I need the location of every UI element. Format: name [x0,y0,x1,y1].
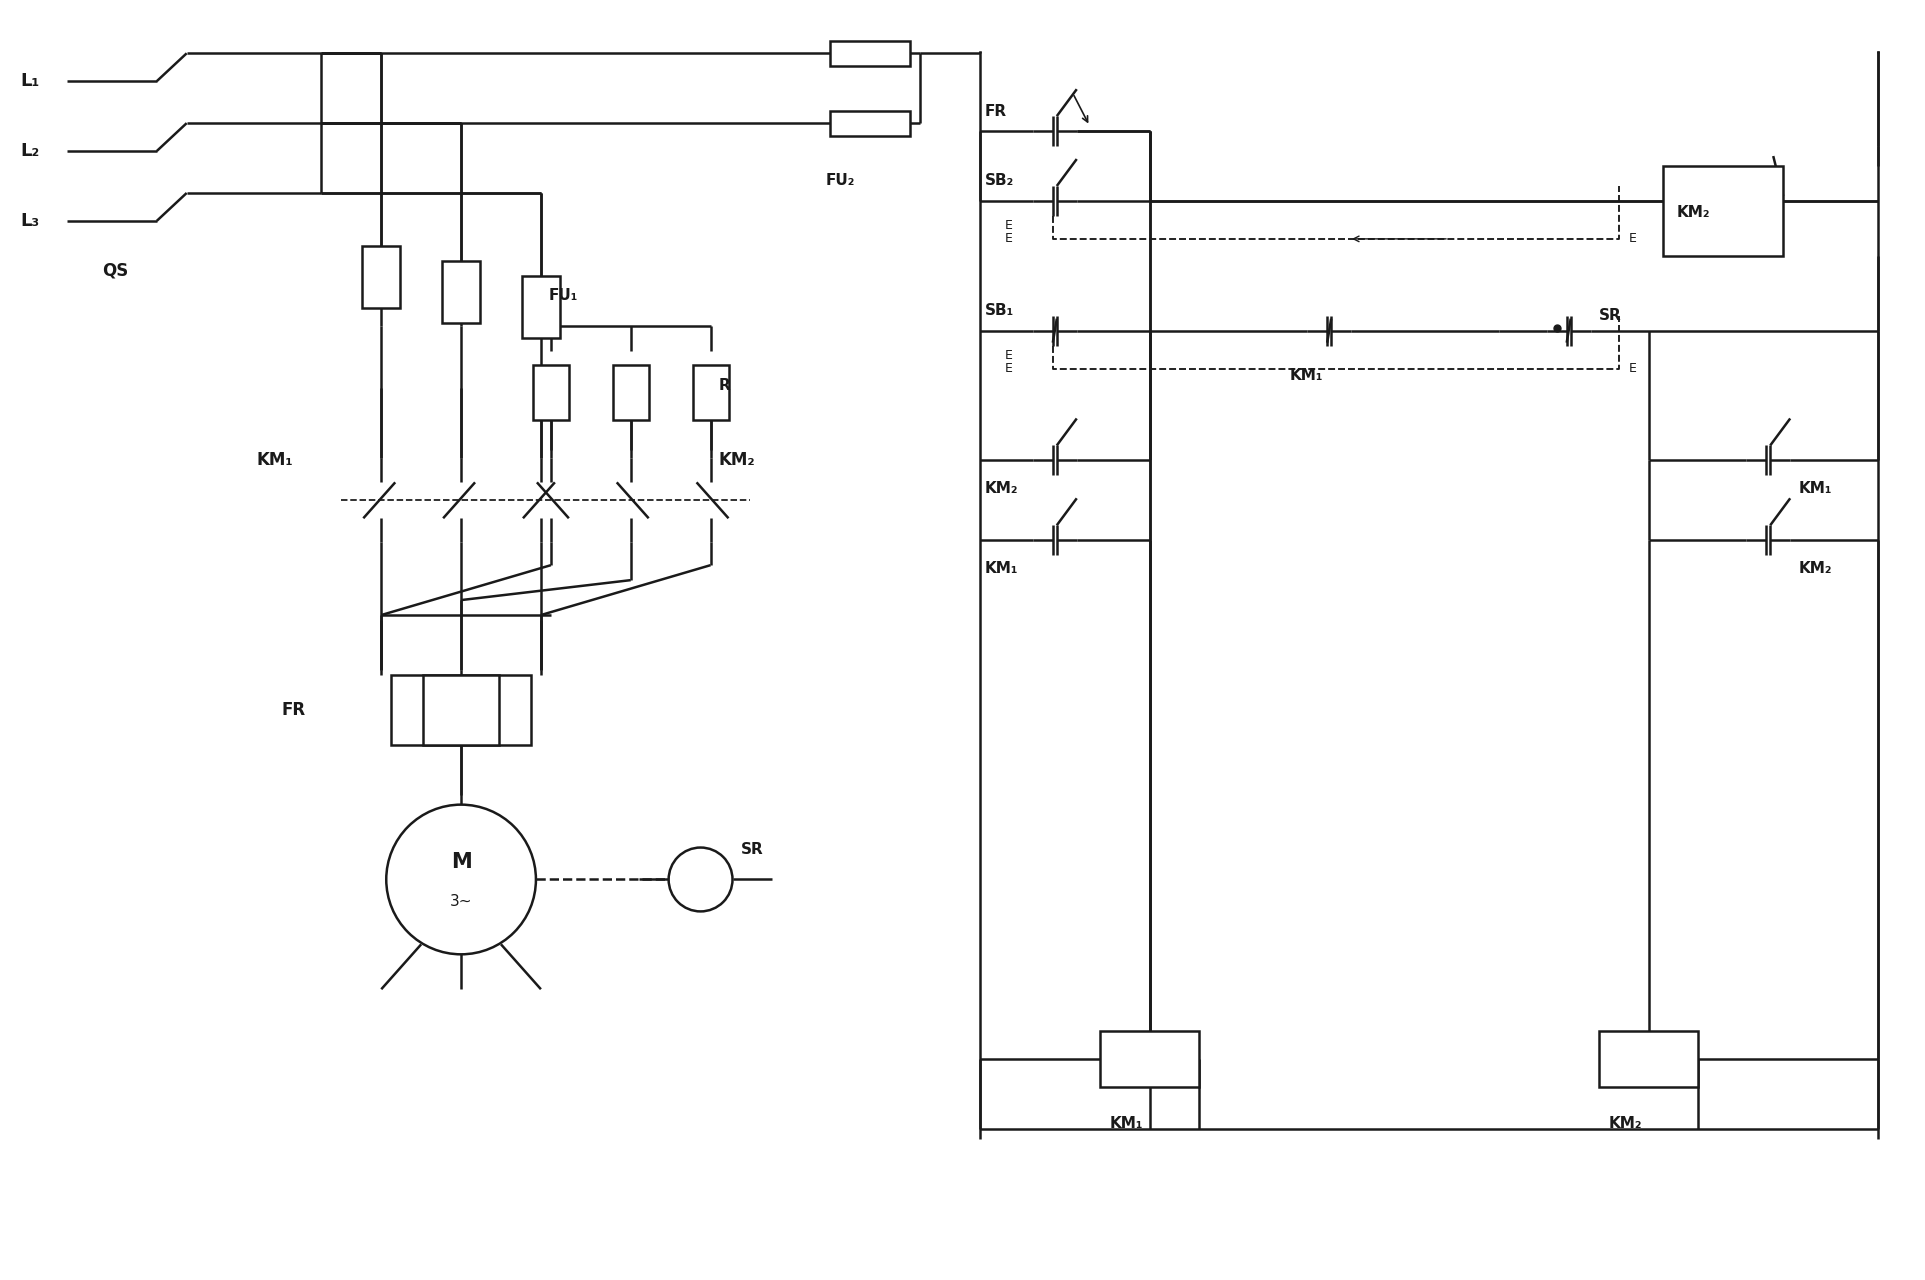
Text: E: E [1005,219,1013,233]
Bar [1099,1032,1199,1087]
Circle shape [668,847,733,911]
Text: SB₁: SB₁ [986,303,1014,319]
Bar [693,365,728,420]
Bar [1598,1032,1698,1087]
Text: E: E [1005,349,1013,362]
Text: E: E [1629,233,1636,246]
Bar [522,275,560,338]
Text: KM₂: KM₂ [718,452,755,470]
Bar [830,41,911,65]
Text: L₂: L₂ [19,142,38,160]
Text: QS: QS [102,262,129,280]
Text: KM₁: KM₁ [986,561,1018,576]
Text: M: M [450,851,472,872]
Text: SR: SR [741,842,762,858]
Text: FR: FR [281,701,306,719]
Text: SR: SR [1598,308,1621,324]
Text: R: R [718,378,730,393]
Text: E: E [1629,362,1636,375]
Text: SB₂: SB₂ [986,174,1014,188]
Text: KM₁: KM₁ [1109,1116,1143,1132]
Text: L₃: L₃ [19,212,38,230]
Text: KM₁: KM₁ [1290,369,1322,383]
Bar [391,675,531,745]
Text: FU₂: FU₂ [826,174,855,188]
Text: KM₂: KM₂ [1798,561,1833,576]
Text: 3∼: 3∼ [450,893,472,909]
Text: KM₂: KM₂ [1677,205,1709,220]
Bar [443,261,479,323]
Text: E: E [1005,362,1013,375]
Bar [830,110,911,136]
Text: KM₂: KM₂ [986,481,1018,495]
Text: L₁: L₁ [19,72,38,90]
Bar [533,365,570,420]
Circle shape [387,805,535,955]
Text: E: E [1005,233,1013,246]
Text: FR: FR [986,104,1007,119]
Bar [612,365,649,420]
Bar [362,246,400,307]
Bar [1663,166,1783,256]
Text: KM₁: KM₁ [1798,481,1833,495]
Text: KM₁: KM₁ [256,452,293,470]
Text: FU₁: FU₁ [549,288,578,303]
Text: KM₂: KM₂ [1609,1116,1642,1132]
Bar [424,675,499,745]
